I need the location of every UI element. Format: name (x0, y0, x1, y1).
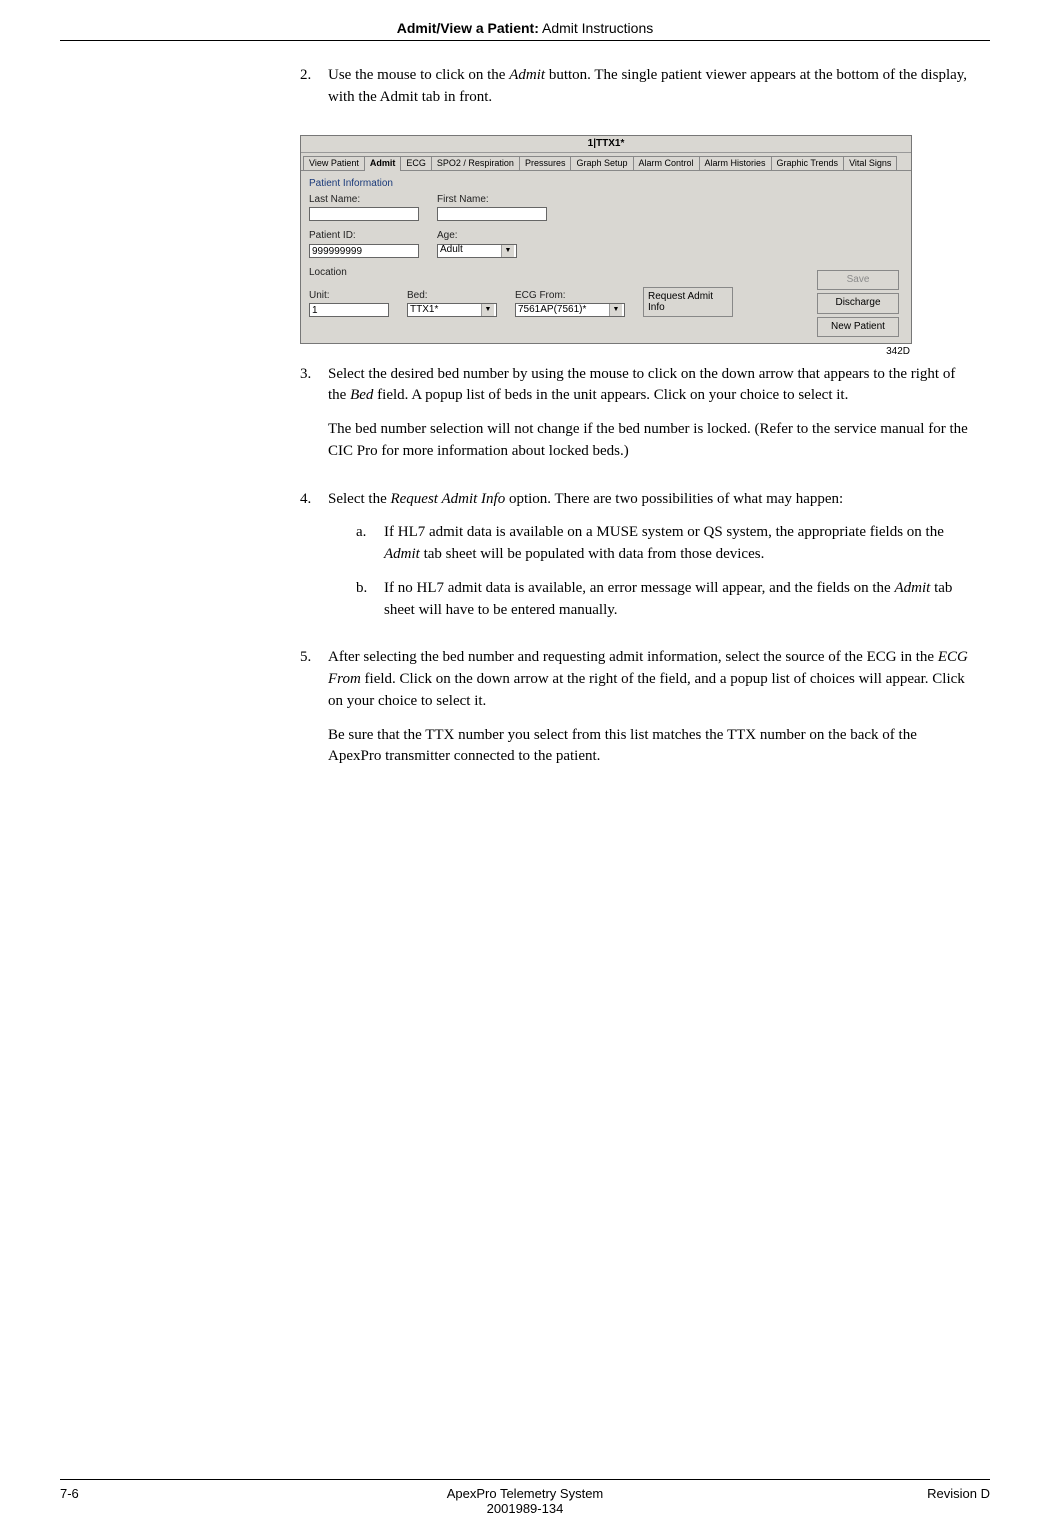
step-text: Select the Request Admit Info option. Th… (328, 489, 970, 511)
footer-revision: Revision D (870, 1486, 990, 1516)
tab-alarm-histories[interactable]: Alarm Histories (699, 156, 772, 170)
substep-text: If no HL7 admit data is available, an er… (384, 578, 970, 622)
label-patient-id: Patient ID: (309, 229, 419, 244)
label-ecg-from: ECG From: (515, 289, 625, 304)
content-area: 2. Use the mouse to click on the Admit b… (300, 65, 970, 780)
admit-window: 1|TTX1* View Patient Admit ECG SPO2 / Re… (300, 135, 912, 345)
label-last-name: Last Name: (309, 193, 419, 208)
chevron-down-icon: ▼ (609, 304, 622, 316)
step-4: 4. Select the Request Admit Info option.… (300, 489, 970, 634)
chevron-down-icon: ▼ (501, 245, 514, 257)
step-text: Use the mouse to click on the Admit butt… (328, 65, 970, 109)
discharge-button[interactable]: Discharge (817, 293, 899, 314)
label-unit: Unit: (309, 289, 389, 304)
new-patient-button[interactable]: New Patient (817, 317, 899, 338)
step-text: The bed number selection will not change… (328, 419, 970, 463)
step-number: 2. (300, 65, 328, 121)
step-3: 3. Select the desired bed number by usin… (300, 364, 970, 475)
step-text: Be sure that the TTX number you select f… (328, 725, 970, 769)
tab-vital-signs[interactable]: Vital Signs (843, 156, 897, 170)
tab-graph-setup[interactable]: Graph Setup (570, 156, 633, 170)
tab-view-patient[interactable]: View Patient (303, 156, 365, 170)
tab-admit[interactable]: Admit (364, 156, 402, 171)
footer-doc-number: 2001989-134 (487, 1501, 564, 1516)
input-first-name[interactable] (437, 207, 547, 221)
request-admit-info-button[interactable]: Request Admit Info (643, 287, 733, 317)
tab-graphic-trends[interactable]: Graphic Trends (771, 156, 845, 170)
save-button[interactable]: Save (817, 270, 899, 291)
step-text: After selecting the bed number and reque… (328, 647, 970, 712)
footer-page-number: 7-6 (60, 1486, 180, 1516)
step-5: 5. After selecting the bed number and re… (300, 647, 970, 780)
tab-pressures[interactable]: Pressures (519, 156, 572, 170)
group-title: Patient Information (309, 177, 813, 192)
step-2: 2. Use the mouse to click on the Admit b… (300, 65, 970, 121)
tab-strip: View Patient Admit ECG SPO2 / Respiratio… (301, 153, 911, 171)
label-bed: Bed: (407, 289, 497, 304)
group-location: Location (309, 266, 813, 281)
label-age: Age: (437, 229, 517, 244)
input-unit[interactable]: 1 (309, 303, 389, 317)
chevron-down-icon: ▼ (481, 304, 494, 316)
substep-b: b. If no HL7 admit data is available, an… (356, 578, 970, 622)
step-number: 4. (300, 489, 328, 634)
step-number: 3. (300, 364, 328, 475)
figure-caption: 342D (300, 345, 910, 360)
select-ecg-from[interactable]: 7561AP(7561)*▼ (515, 303, 625, 317)
page-footer: 7-6 ApexPro Telemetry System 2001989-134… (60, 1479, 990, 1516)
window-title: 1|TTX1* (301, 136, 911, 154)
input-patient-id[interactable]: 999999999 (309, 244, 419, 258)
step-number: 5. (300, 647, 328, 780)
substep-a: a. If HL7 admit data is available on a M… (356, 522, 970, 566)
page-header: Admit/View a Patient: Admit Instructions (60, 20, 990, 41)
step-text: Select the desired bed number by using t… (328, 364, 970, 408)
tab-spo2[interactable]: SPO2 / Respiration (431, 156, 520, 170)
substep-number: b. (356, 578, 384, 622)
tab-alarm-control[interactable]: Alarm Control (633, 156, 700, 170)
select-bed[interactable]: TTX1*▼ (407, 303, 497, 317)
screenshot-figure: 1|TTX1* View Patient Admit ECG SPO2 / Re… (300, 135, 970, 360)
footer-title: ApexPro Telemetry System (447, 1486, 604, 1501)
header-bold: Admit/View a Patient: (397, 20, 539, 36)
header-rest: Admit Instructions (539, 20, 653, 36)
select-age[interactable]: Adult▼ (437, 244, 517, 258)
label-first-name: First Name: (437, 193, 547, 208)
substep-text: If HL7 admit data is available on a MUSE… (384, 522, 970, 566)
substep-number: a. (356, 522, 384, 566)
tab-ecg[interactable]: ECG (400, 156, 432, 170)
input-last-name[interactable] (309, 207, 419, 221)
